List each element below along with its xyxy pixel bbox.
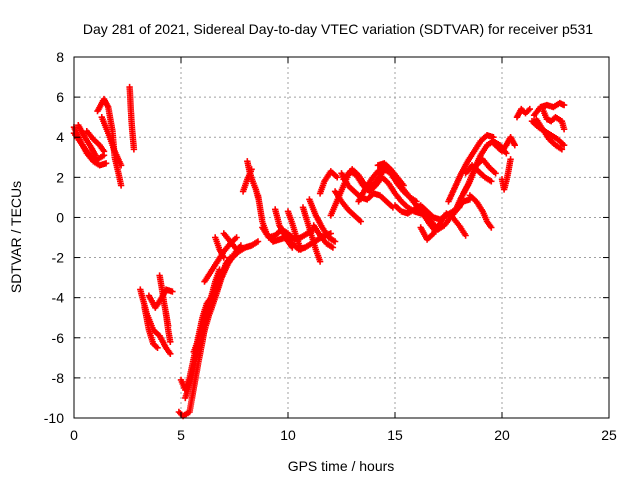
- data-points: [239, 166, 255, 195]
- data-track: [199, 242, 245, 341]
- data-points: [141, 304, 161, 351]
- data-points: [126, 83, 138, 153]
- data-points: [466, 192, 495, 231]
- y-tick-label: 6: [56, 89, 64, 105]
- data-points: [162, 310, 174, 345]
- y-tick-label: -2: [52, 250, 65, 266]
- data-points: [462, 162, 495, 185]
- data-points: [306, 196, 339, 245]
- y-tick-label: 0: [56, 209, 64, 225]
- data-track: [310, 222, 337, 251]
- y-tick-label: 8: [56, 49, 64, 65]
- data-track: [306, 196, 339, 245]
- data-points: [98, 114, 125, 169]
- data-points: [316, 168, 341, 197]
- y-tick-label: 2: [56, 169, 64, 185]
- x-tick-label: 5: [177, 427, 185, 443]
- data-track: [299, 204, 324, 265]
- data-points: [212, 234, 227, 261]
- data-points: [83, 128, 108, 155]
- data-points: [445, 132, 497, 205]
- data-track: [272, 206, 296, 251]
- data-track: [220, 230, 240, 253]
- y-tick-label: -10: [44, 410, 64, 426]
- data-track: [141, 304, 161, 351]
- data-track: [75, 122, 99, 159]
- data-track: [239, 166, 255, 195]
- data-track: [331, 188, 364, 225]
- data-points: [374, 160, 407, 189]
- data-points: [199, 242, 245, 341]
- y-tick-label: -4: [52, 290, 65, 306]
- x-tick-label: 25: [601, 427, 617, 443]
- data-track: [466, 192, 495, 231]
- data-track: [162, 310, 174, 345]
- data-track: [284, 208, 304, 253]
- data-layer: [70, 83, 568, 420]
- data-track: [533, 116, 566, 153]
- y-tick-label: -8: [52, 370, 65, 386]
- chart-title: Day 281 of 2021, Sidereal Day-to-day VTE…: [83, 21, 593, 37]
- data-points: [310, 222, 337, 251]
- data-points: [220, 230, 240, 253]
- data-points: [331, 188, 364, 225]
- data-points: [284, 208, 304, 253]
- data-points: [498, 156, 514, 193]
- data-track: [98, 114, 125, 169]
- data-track: [445, 132, 497, 205]
- x-tick-label: 10: [280, 427, 296, 443]
- data-track: [490, 134, 518, 155]
- data-points: [513, 105, 533, 121]
- tick-layer: 0 5 10 15 20 25 -10 -8 -6 -4 -2 0 2 4 6 8: [44, 49, 617, 443]
- data-track: [83, 128, 108, 155]
- x-axis-label: GPS time / hours: [288, 458, 395, 474]
- grid-layer: [74, 57, 609, 418]
- data-points: [75, 122, 99, 159]
- plot-frame: [73, 56, 610, 419]
- data-track: [462, 162, 495, 185]
- data-points: [539, 105, 568, 133]
- data-track: [316, 168, 341, 197]
- data-track: [460, 156, 499, 197]
- data-track: [212, 234, 227, 261]
- data-points: [460, 156, 499, 197]
- data-track: [513, 105, 533, 121]
- x-tick-label: 20: [494, 427, 510, 443]
- data-points: [530, 99, 568, 119]
- data-points: [299, 204, 324, 265]
- x-tick-label: 0: [70, 427, 78, 443]
- data-track: [374, 160, 407, 189]
- data-track: [530, 99, 568, 119]
- x-tick-label: 15: [387, 427, 403, 443]
- data-points: [340, 168, 431, 221]
- data-points: [533, 116, 566, 153]
- y-tick-label: -6: [52, 330, 65, 346]
- data-track: [539, 105, 568, 133]
- y-axis-label: SDTVAR / TECUs: [8, 181, 24, 293]
- data-points: [490, 134, 518, 155]
- data-points: [272, 206, 296, 251]
- data-track: [498, 156, 514, 193]
- y-tick-label: 4: [56, 129, 64, 145]
- data-track: [126, 83, 138, 153]
- data-track: [340, 168, 431, 221]
